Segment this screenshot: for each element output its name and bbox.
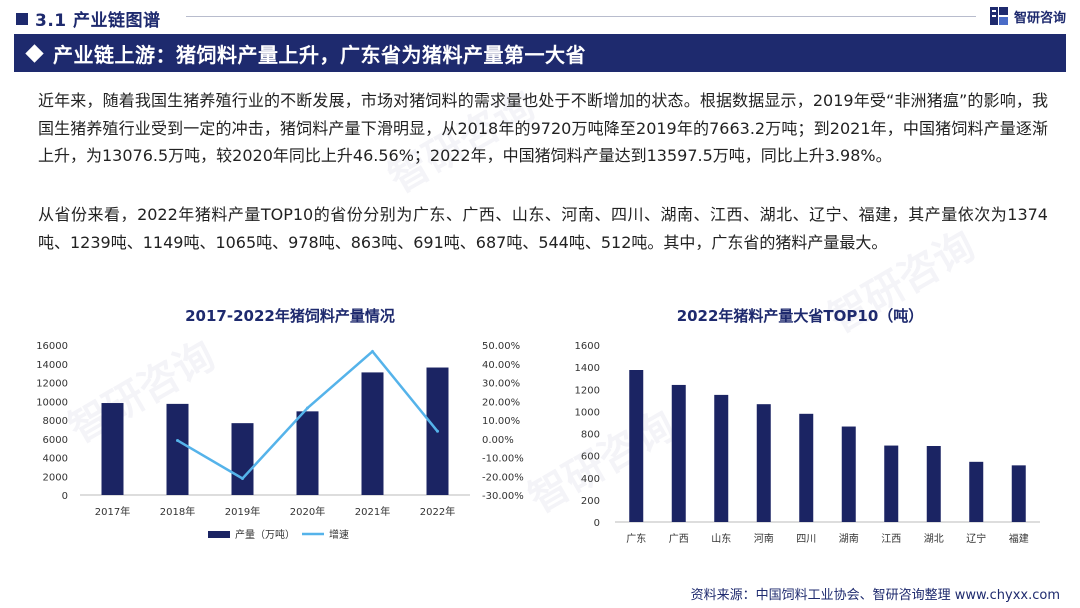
bar-province — [926, 446, 941, 522]
x-tick-label: 山东 — [711, 532, 731, 545]
point-growth — [306, 406, 309, 410]
point-growth — [176, 438, 179, 442]
section-marker-icon — [16, 12, 28, 25]
y-left-tick-label: 2000 — [43, 472, 68, 483]
x-tick-label: 2017年 — [95, 505, 130, 518]
y-left-tick-label: 10000 — [36, 397, 68, 408]
bar-production — [231, 423, 254, 495]
y-right-tick-label: 30.00% — [482, 379, 520, 390]
brand-name: 智研咨询 — [1013, 10, 1066, 26]
y-right-tick-label: 0.00% — [482, 435, 514, 446]
bar-province — [799, 413, 814, 522]
y-left-tick-label: 0 — [62, 491, 68, 502]
bar-production — [296, 411, 319, 495]
bar-province — [629, 370, 644, 522]
legend-bar-label: 产量（万吨） — [235, 528, 295, 541]
y-tick-label: 600 — [581, 452, 600, 463]
x-tick-label: 广西 — [669, 533, 689, 545]
point-growth — [241, 477, 244, 480]
y-tick-label: 200 — [581, 496, 600, 507]
bar-province — [884, 445, 899, 522]
header-divider — [186, 16, 976, 17]
x-tick-label: 2019年 — [225, 505, 260, 518]
x-tick-label: 湖北 — [924, 533, 944, 545]
y-tick-label: 1000 — [575, 407, 600, 418]
point-growth — [371, 349, 374, 353]
y-right-tick-label: 20.00% — [482, 397, 520, 408]
headline-banner: 产业链上游：猪饲料产量上升，广东省为猪料产量第一大省 — [14, 34, 1066, 72]
chart-2-title: 2022年猪料产量大省TOP10（吨） — [676, 307, 924, 325]
y-tick-label: 0 — [594, 518, 600, 529]
y-tick-label: 800 — [581, 430, 600, 441]
x-tick-label: 河南 — [754, 532, 774, 545]
y-right-tick-label: -20.00% — [482, 472, 524, 483]
y-right-tick-label: -30.00% — [482, 491, 524, 502]
x-tick-label: 2018年 — [160, 505, 195, 518]
y-left-tick-label: 14000 — [36, 360, 68, 371]
x-tick-label: 2021年 — [355, 505, 390, 518]
bar-production — [101, 403, 124, 495]
y-right-tick-label: 50.00% — [482, 341, 520, 352]
x-tick-label: 2022年 — [420, 505, 455, 518]
paragraph-1: 近年来，随着我国生猪养殖行业的不断发展，市场对猪饲料的需求量也处于不断增加的状态… — [38, 91, 1048, 165]
section-title: 3.1 产业链图谱 — [35, 11, 161, 31]
y-left-tick-label: 16000 — [36, 341, 68, 352]
chart-1: 0 2000 4000 6000 8000 10000 12000 14000 16000 -30… — [36, 341, 524, 541]
source-note: 资料来源：中国饲料工业协会、智研咨询整理 www.chyxx.com — [690, 588, 1060, 603]
section-label: 3.1 产业链图谱 — [16, 6, 161, 31]
legend-line-label: 增速 — [329, 528, 349, 541]
y-tick-label: 1200 — [575, 385, 600, 396]
bar-province — [969, 461, 984, 522]
bar-province — [671, 384, 686, 522]
x-tick-label: 辽宁 — [966, 532, 986, 545]
y-right-tick-label: -10.00% — [482, 454, 524, 465]
y-right-tick-label: 10.00% — [482, 416, 520, 427]
diamond-icon — [25, 43, 44, 63]
brand: 智研咨询 — [989, 6, 1066, 26]
chart-1-title: 2017-2022年猪饲料产量情况 — [185, 307, 395, 325]
x-tick-label: 江西 — [881, 533, 901, 545]
bar-province — [1011, 465, 1026, 522]
legend-bar-swatch — [208, 531, 230, 538]
bar-production — [166, 403, 189, 495]
bar-production — [361, 372, 384, 495]
chart-2: 0 200 400 600 800 1000 1200 1400 1600 广东 广西 山东 河南 四川 湖… — [575, 341, 1040, 545]
top-bar: 3.1 产业链图谱 智研咨询 — [0, 0, 1080, 34]
y-tick-label: 1600 — [575, 341, 600, 352]
y-left-tick-label: 12000 — [36, 379, 68, 390]
paragraph-2: 从省份来看，2022年猪料产量TOP10的省份分别为广东、广西、山东、河南、四川… — [38, 205, 1048, 252]
x-tick-label: 湖南 — [839, 532, 859, 545]
x-tick-label: 广东 — [626, 532, 646, 545]
x-tick-label: 福建 — [1009, 532, 1029, 545]
y-left-tick-label: 4000 — [43, 454, 68, 465]
x-tick-label: 四川 — [796, 534, 816, 545]
headline-title: 产业链上游：猪饲料产量上升，广东省为猪料产量第一大省 — [53, 42, 586, 67]
y-tick-label: 1400 — [575, 363, 600, 374]
bar-province — [756, 404, 771, 522]
y-left-tick-label: 6000 — [43, 435, 68, 446]
y-right-tick-label: 40.00% — [482, 360, 520, 371]
y-left-tick-label: 8000 — [43, 416, 68, 427]
x-tick-label: 2020年 — [290, 505, 325, 518]
brand-logo-icon — [989, 7, 1008, 25]
y-tick-label: 400 — [581, 474, 600, 485]
point-growth — [436, 429, 439, 433]
bar-province — [714, 394, 729, 522]
bar-province — [841, 426, 856, 522]
